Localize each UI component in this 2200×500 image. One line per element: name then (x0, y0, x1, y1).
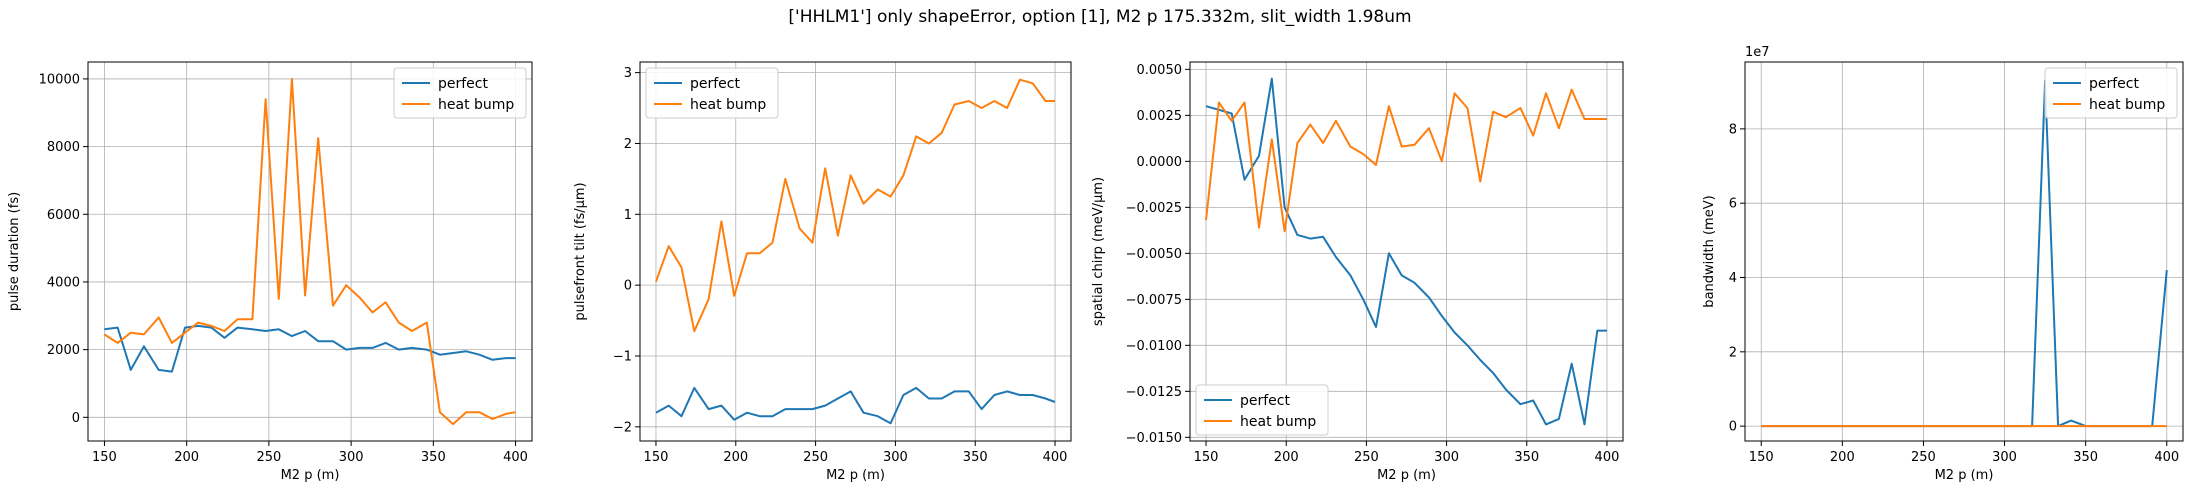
legend-label: heat bump (1240, 414, 1316, 430)
axes-frame (87, 61, 533, 442)
legend-box (393, 67, 527, 119)
x-tick-label: 200 (174, 450, 199, 465)
x-tick-label: 350 (2073, 450, 2098, 465)
x-tick-label: 300 (883, 450, 908, 465)
x-tick-label: 150 (1749, 450, 1774, 465)
x-tick-label: 200 (1830, 450, 1855, 465)
x-axis-label: M2 p (m) (281, 468, 340, 483)
axes-frame (639, 61, 1072, 442)
x-tick-label: 350 (421, 450, 446, 465)
subplot-3: 150 200 250 300 350 400 −0.0150 −0.0125 −0.0100 −… (1091, 61, 1624, 483)
legend-box (645, 67, 779, 119)
y-tick-label: 6 (1729, 197, 1737, 212)
y-tick-label: −0.0100 (1126, 339, 1182, 354)
y-tick-label: 2000 (47, 343, 80, 358)
series-line-perfect (1761, 79, 2168, 428)
x-axis-label: M2 p (m) (1935, 468, 1994, 483)
y-tick-label: 4 (1729, 271, 1737, 286)
x-tick-label: 150 (92, 450, 117, 465)
y-tick-label: 3 (624, 66, 632, 81)
x-tick-label: 200 (1274, 450, 1299, 465)
subplot-1: 150 200 250 300 350 4000200040006000800010000… (7, 61, 533, 483)
y-tick-label: −0.0075 (1126, 293, 1182, 308)
x-tick-label: 400 (1043, 450, 1068, 465)
x-axis-label: M2 p (m) (826, 468, 885, 483)
y-tick-label: 0.0050 (1137, 63, 1183, 78)
y-tick-label: −0.0050 (1126, 247, 1182, 262)
subplot-4: 150 200 250 300 350 400 0 2 4 6 8 M2 p (m) bandwidth… (1702, 45, 2184, 483)
x-tick-label: 300 (339, 450, 364, 465)
y-tick-label: 8 (1729, 122, 1737, 137)
legend-label: perfect (2089, 76, 2139, 92)
x-axis-label: M2 p (m) (1377, 468, 1436, 483)
axes-frame (1189, 61, 1624, 442)
legend: perfect heat bump (645, 67, 779, 119)
y-tick-label: 0.0000 (1137, 155, 1183, 170)
y-tick-label: 0.0025 (1137, 109, 1183, 124)
y-axis-label: spatial chirp (meV/μm) (1091, 177, 1106, 326)
legend: perfect heat bump (393, 67, 527, 119)
series-line-heat-bump (103, 77, 516, 426)
y-tick-label: 6000 (47, 208, 80, 223)
x-tick-label: 300 (1992, 450, 2017, 465)
x-tick-label: 350 (1514, 450, 1539, 465)
y-tick-label: −2 (613, 420, 632, 435)
legend: perfect heat bump (1195, 384, 1329, 436)
y-tick-label: −1 (613, 349, 632, 364)
y-tick-label: 10000 (39, 72, 80, 87)
legend-label: heat bump (2089, 97, 2165, 113)
legend-label: perfect (690, 76, 740, 92)
subplot-2: 150 200 250 300 350 400 −2 −1 0 1 2 3 M2 p (m) pulsef… (573, 61, 1072, 483)
legend: perfect heat bump (2044, 67, 2178, 119)
y-tick-label: 0 (1729, 420, 1737, 435)
legend-label: heat bump (438, 97, 514, 113)
x-tick-label: 200 (723, 450, 748, 465)
x-tick-label: 300 (1434, 450, 1459, 465)
x-tick-label: 250 (256, 450, 281, 465)
legend-label: heat bump (690, 97, 766, 113)
x-tick-label: 250 (1911, 450, 1936, 465)
y-tick-label: 8000 (47, 140, 80, 155)
y-axis-label: pulsefront tilt (fs/μm) (573, 182, 588, 320)
y-tick-label: 2 (1729, 345, 1737, 360)
y-tick-label: 1 (624, 208, 632, 223)
series-line-heat-bump (1205, 88, 1607, 233)
series-line-heat-bump (655, 78, 1055, 333)
y-axis-label: pulse duration (fs) (7, 192, 22, 311)
axes-frame (1744, 61, 2184, 442)
y-tick-label: 0 (72, 411, 80, 426)
legend-box (2044, 67, 2178, 119)
x-tick-label: 150 (644, 450, 669, 465)
y-tick-label: 0 (624, 279, 632, 294)
legend-label: perfect (1240, 393, 1290, 409)
legend-box (1195, 384, 1329, 436)
series-line-perfect (655, 386, 1056, 425)
series-line-perfect (104, 324, 516, 373)
y-offset-text: 1e7 (1745, 45, 1770, 60)
y-tick-label: −0.0125 (1126, 385, 1182, 400)
x-tick-label: 400 (503, 450, 528, 465)
y-tick-label: 2 (624, 137, 632, 152)
y-tick-label: 4000 (47, 275, 80, 290)
x-tick-label: 350 (963, 450, 988, 465)
x-tick-label: 400 (2154, 450, 2179, 465)
x-tick-label: 250 (1354, 450, 1379, 465)
x-tick-label: 150 (1194, 450, 1219, 465)
figure-title: ['HHLM1'] only shapeError, option [1], M… (788, 7, 1411, 27)
x-tick-label: 250 (803, 450, 828, 465)
y-axis-label: bandwidth (meV) (1702, 195, 1717, 307)
series-line-perfect (1205, 77, 1607, 426)
x-tick-label: 400 (1595, 450, 1620, 465)
legend-label: perfect (438, 76, 488, 92)
y-tick-label: −0.0025 (1126, 201, 1182, 216)
y-tick-label: −0.0150 (1126, 431, 1182, 446)
